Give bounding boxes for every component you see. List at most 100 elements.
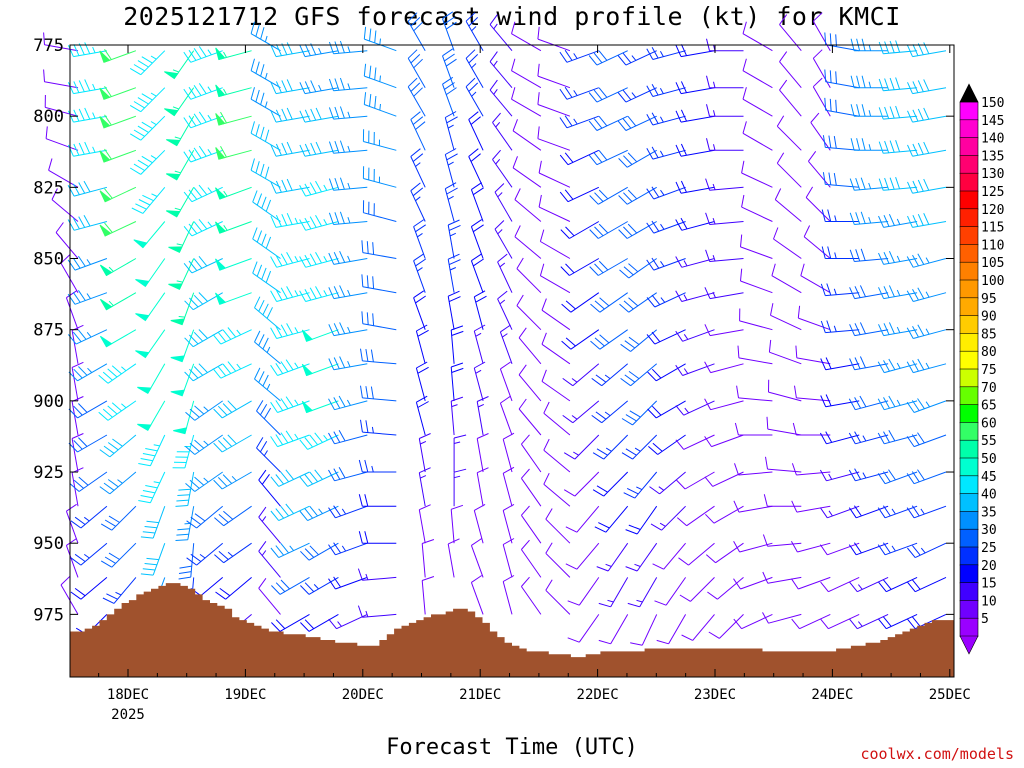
- wind-barb: [646, 257, 686, 271]
- wind-barb: [791, 500, 831, 513]
- wind-barb: [470, 182, 484, 222]
- y-tick-label: 800: [33, 107, 64, 127]
- wind-barb: [850, 138, 889, 151]
- wind-barb: [708, 614, 744, 639]
- wind-barb: [520, 505, 542, 544]
- wind-barb: [270, 79, 310, 95]
- wind-barb: [736, 385, 773, 402]
- wind-barb: [511, 58, 542, 89]
- wind-barb: [444, 182, 458, 222]
- wind-barb: [742, 21, 773, 52]
- wind-barb: [650, 505, 686, 531]
- wind-barb: [878, 285, 918, 300]
- wind-barb: [415, 361, 429, 402]
- wind-barb: [129, 87, 166, 113]
- wind-barb: [183, 184, 223, 203]
- wind-barb: [48, 158, 79, 188]
- wind-barb: [588, 87, 628, 103]
- wind-barb: [270, 212, 310, 228]
- colorbar-label: 150: [981, 96, 1004, 111]
- wind-barb: [407, 77, 426, 117]
- wind-barb: [598, 577, 629, 608]
- wind-barb: [258, 541, 281, 578]
- wind-barb: [819, 431, 860, 445]
- wind-barb: [594, 505, 629, 533]
- wind-barb: [538, 194, 571, 222]
- wind-barb: [810, 112, 831, 151]
- wind-barb: [848, 431, 889, 445]
- wind-barb: [676, 505, 715, 527]
- colorbar-label: 70: [981, 381, 997, 396]
- colorbar: 1501451401351301251201151101051009590858…: [959, 83, 1004, 655]
- plot-frame: [69, 44, 955, 678]
- wind-barb: [819, 469, 860, 482]
- wind-barb: [299, 180, 339, 197]
- wind-barb: [623, 471, 658, 499]
- wind-barb: [301, 329, 339, 342]
- wind-barb: [618, 221, 657, 239]
- wind-barb: [800, 263, 831, 294]
- wind-barb: [418, 504, 431, 544]
- y-tick-label: 825: [33, 178, 64, 198]
- wind-barb: [656, 614, 687, 645]
- colorbar-swatch: [959, 261, 979, 281]
- wind-barb: [794, 385, 831, 402]
- wind-barb: [704, 361, 744, 374]
- wind-barb: [770, 303, 802, 331]
- x-tick-sublabel: 2025: [111, 707, 145, 723]
- wind-barb: [618, 149, 657, 168]
- wind-barb: [447, 290, 461, 330]
- wind-barb: [907, 576, 947, 593]
- wind-barb: [357, 568, 397, 581]
- wind-barb: [588, 50, 628, 66]
- colorbar-swatch: [959, 137, 979, 157]
- colorbar-label: 30: [981, 523, 997, 538]
- wind-barb: [511, 21, 542, 52]
- wind-barb: [589, 186, 628, 205]
- wind-barb: [407, 49, 426, 88]
- wind-barb: [70, 542, 108, 566]
- wind-barb: [407, 12, 426, 51]
- wind-barb: [630, 614, 658, 646]
- wind-barb: [361, 311, 397, 331]
- wind-barb: [328, 395, 368, 411]
- wind-barb: [625, 542, 658, 572]
- colorbar-label: 105: [981, 256, 1004, 271]
- source-credit[interactable]: coolwx.com/models: [860, 745, 1014, 763]
- wind-barb: [215, 258, 252, 271]
- colorbar-label: 75: [981, 363, 997, 378]
- colorbar-swatch: [959, 404, 979, 424]
- wind-barb: [453, 434, 467, 472]
- wind-barb: [362, 129, 397, 151]
- wind-barb: [518, 398, 542, 436]
- wind-barb: [734, 422, 773, 436]
- wind-barb: [133, 221, 166, 249]
- colorbar-swatch: [959, 119, 979, 139]
- colorbar-label: 20: [981, 559, 997, 574]
- wind-barb: [442, 48, 457, 88]
- wind-barb: [69, 471, 108, 492]
- wind-barb: [494, 183, 513, 222]
- wind-barb: [520, 468, 542, 507]
- wind-barb: [620, 363, 658, 387]
- wind-barb: [301, 400, 339, 414]
- wind-barb: [138, 434, 166, 467]
- wind-barb: [470, 219, 484, 259]
- wind-barb: [499, 395, 513, 436]
- wind-barb: [250, 158, 281, 188]
- wind-barb: [795, 345, 831, 365]
- wind-barb: [166, 115, 195, 147]
- wind-barb: [539, 263, 571, 294]
- wind-barb: [67, 141, 107, 157]
- wind-barb: [771, 263, 802, 294]
- colorbar-swatch: [959, 101, 979, 121]
- colorbar-label: 120: [981, 203, 1004, 218]
- wind-barb: [489, 14, 513, 52]
- wind-barb: [252, 190, 281, 222]
- wind-barb: [363, 63, 397, 89]
- wind-barb: [270, 286, 310, 302]
- wind-barb: [559, 115, 599, 129]
- y-tick-label: 950: [33, 534, 64, 554]
- wind-barb: [65, 503, 79, 544]
- wind-barb: [848, 542, 889, 556]
